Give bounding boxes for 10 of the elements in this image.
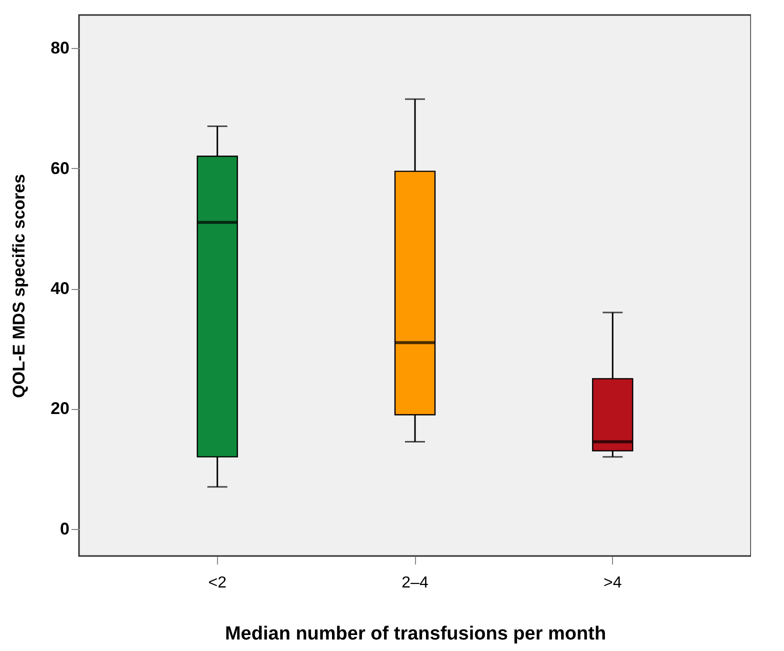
y-tick-label: 20 [50, 399, 70, 418]
x-axis-title: Median number of transfusions per month [224, 624, 606, 644]
x-tick-label: 2–4 [402, 574, 428, 592]
y-tick-label: 40 [50, 279, 70, 298]
x-tick-label: >4 [604, 574, 622, 592]
x-tick-label: <2 [208, 574, 227, 592]
y-tick-label: 60 [50, 158, 70, 178]
y-tick-label: 80 [50, 38, 70, 58]
y-axis-title: QOL-E MDS specific scores [10, 174, 29, 398]
y-tick-label: 0 [60, 519, 70, 538]
